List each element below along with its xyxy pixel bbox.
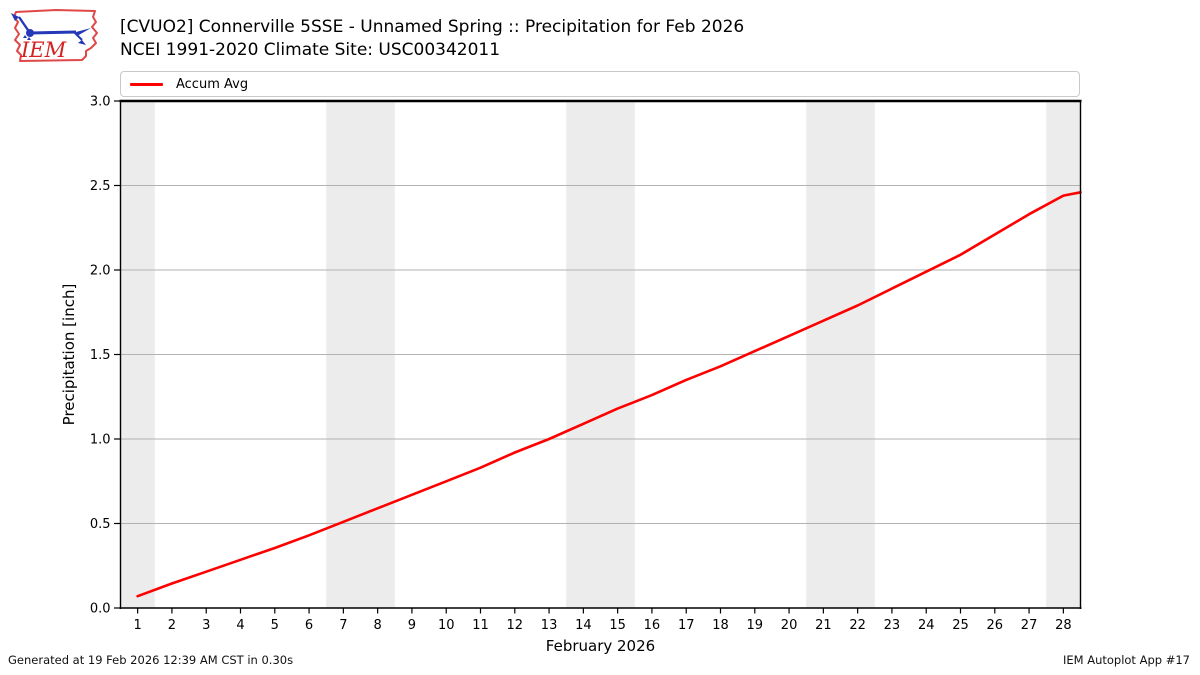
x-tick-label: 10 [438,618,455,633]
accum-avg-line [136,191,1082,598]
app-credit-text: IEM Autoplot App #17 [1062,653,1190,667]
x-tick-label: 21 [815,618,832,633]
iem-logo: IEM [11,9,98,62]
x-tick-label: 5 [271,618,279,633]
x-tick-label: 11 [472,618,489,633]
x-tick-label: 4 [236,618,244,633]
chart-title-line1: [CVUO2] Connerville 5SSE - Unnamed Sprin… [120,17,745,37]
y-tick-label: 1.0 [90,433,111,448]
x-axis-label: February 2026 [546,637,655,655]
y-tick-label: 1.5 [90,348,111,363]
x-tick-label: 1 [134,618,142,633]
x-tick-label: 3 [202,618,210,633]
x-tick-label: 18 [712,618,729,633]
iem-logo-text: IEM [20,38,67,62]
x-tick-label: 13 [541,618,558,633]
y-tick-label: 0.5 [90,517,111,532]
x-tick-label: 7 [339,618,347,633]
weather-vane-icon [11,13,91,45]
x-tick-label: 20 [781,618,798,633]
chart-title-line2: NCEI 1991-2020 Climate Site: USC00342011 [120,40,501,60]
x-tick-label: 19 [747,618,764,633]
legend-label: Accum Avg [176,76,249,92]
x-tick-label: 22 [849,618,866,633]
x-tick-label: 26 [987,618,1004,633]
x-tick-label: 27 [1021,618,1038,633]
x-tick-label: 8 [374,618,382,633]
x-tick-label: 15 [609,618,626,633]
x-tick-label: 2 [168,618,176,633]
x-tick-label: 25 [952,618,969,633]
y-tick-label: 3.0 [90,95,111,110]
legend: Accum Avg [120,71,1080,97]
x-tick-label: 12 [507,618,524,633]
y-tick-label: 2.0 [90,264,111,279]
y-axis-label: Precipitation [inch] [60,284,78,426]
y-tick-label: 0.0 [90,602,111,617]
x-tick-label: 9 [408,618,416,633]
chart-title-block: [CVUO2] Connerville 5SSE - Unnamed Sprin… [120,16,744,62]
x-tick-label: 6 [305,618,313,633]
legend-line-swatch [130,82,163,86]
x-tick-label: 28 [1055,618,1072,633]
x-tick-label: 16 [644,618,661,633]
y-tick-label: 2.5 [90,179,111,194]
iowa-outline [13,9,98,62]
generated-at-text: Generated at 19 Feb 2026 12:39 AM CST in… [8,653,294,667]
x-tick-label: 24 [918,618,935,633]
x-tick-label: 23 [884,618,901,633]
x-tick-label: 17 [678,618,695,633]
x-tick-label: 14 [575,618,592,633]
